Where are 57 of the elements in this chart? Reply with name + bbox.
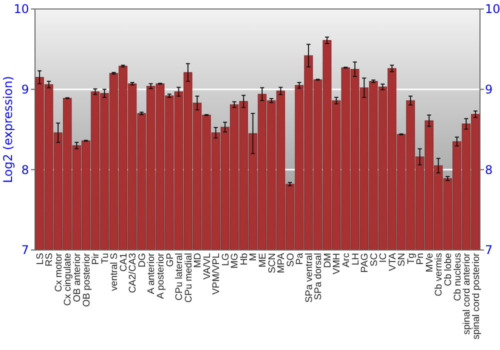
x-tick-label: CA1 [118,253,130,272]
y2-tick-label: 7 [485,243,493,258]
x-tick-label: OB posterior [81,252,92,307]
x-tick-label: Pn [415,253,426,265]
x-tick-label: DG [136,253,148,268]
x-tick-label: MVe [424,253,436,272]
x-tick-label: LH [350,252,362,266]
x-tick-label: LS [34,253,46,265]
x-tick-label: ventral S [109,253,120,291]
x-tick-label: SCN [266,252,278,274]
x-tick-label: Pa [294,252,306,265]
y2-tick-label: 9 [485,82,493,97]
y-tick-label: 7 [21,243,29,258]
x-tick-label: CPu lateral [174,253,186,300]
x-tick-label: Cb nucleus [452,252,464,301]
y2-tick-label: 10 [485,2,500,16]
x-tick-label: SPa dorsal [313,253,324,300]
x-tick-label: MPA [276,252,288,274]
x-tick-label: OB anterior [72,252,84,302]
x-tick-label: Pir [90,252,102,265]
y-tick-label: 8 [21,162,29,177]
x-tick-label: DM [322,252,334,268]
x-tick-label: SO [285,253,296,267]
x-tick-label: Cb lobe [442,253,454,286]
x-tick-label: A anterior [146,252,158,294]
x-tick-label: spinal cord posterior [470,252,482,340]
x-tick-label: IC [378,252,390,263]
x-tick-label: SPa ventral [304,253,315,303]
x-tick-label: A posterior [155,252,166,299]
x-tick-label: PAG [360,253,371,273]
x-tick-label: CA2/CA3 [128,253,139,293]
x-tick-label: VPM/VPL [211,252,222,295]
x-tick-label: Cx motor [53,252,64,292]
y-tick-label: 10 [14,2,29,16]
x-tick-label: VTA [387,252,398,271]
x-tick-label: MG [230,253,241,268]
x-tick-label: M [248,253,260,261]
x-tick-label: Tu [100,253,111,264]
y2-tick-label: 8 [485,162,493,177]
x-tick-label: SN [396,252,408,266]
x-tick-label: ME [257,253,268,268]
x-tick-label: CPu medial [183,253,194,303]
x-tick-label: RS [44,253,56,266]
x-tick-label: VA/VL [202,252,213,280]
y-tick-label: 9 [21,82,29,97]
x-tick-label: SC [368,252,380,266]
x-tick-label: Tg [406,253,417,264]
x-tick-label: Cx cingulate [62,253,74,306]
x-tick-label: Arc [340,252,352,268]
x-tick-label: Cb vermis [434,252,445,296]
x-tick-label: LG [220,253,232,266]
x-tick-label: Hb [238,253,250,266]
x-tick-label: VMH [332,252,343,274]
x-tick-label: spinal cord anterior [462,252,473,335]
y-axis-title: Log2 (expression) [1,76,15,183]
x-tick-label: MD [192,252,204,268]
x-tick-label: GP [164,253,176,267]
